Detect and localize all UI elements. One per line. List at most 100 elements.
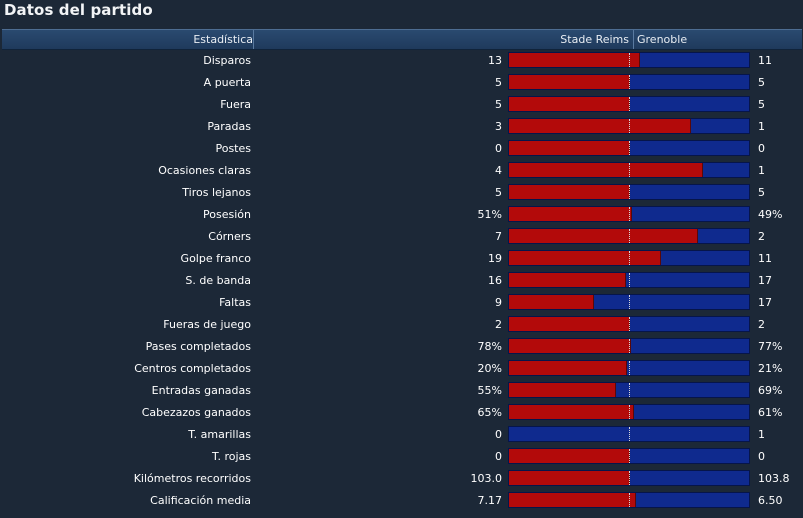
home-value: 20% xyxy=(477,362,502,375)
stat-row: Entradas ganadas 55% 69% xyxy=(0,380,803,402)
away-value: 21% xyxy=(758,362,783,375)
home-share-fill xyxy=(509,119,691,133)
home-value: 9 xyxy=(495,296,502,309)
home-share-fill xyxy=(509,361,627,375)
away-value: 5 xyxy=(758,98,765,111)
bar-midline xyxy=(629,141,630,155)
stat-label: Fueras de juego xyxy=(163,318,251,331)
comparison-bar xyxy=(508,272,750,288)
bar-midline xyxy=(629,185,630,199)
comparison-bar xyxy=(508,338,750,354)
bar-midline xyxy=(629,295,630,309)
stat-row: Cabezazos ganados 65% 61% xyxy=(0,402,803,424)
bar-midline xyxy=(629,97,630,111)
stat-row: Faltas 9 17 xyxy=(0,292,803,314)
away-value: 6.50 xyxy=(758,494,783,507)
comparison-bar xyxy=(508,360,750,376)
stat-label: Tiros lejanos xyxy=(182,186,251,199)
home-value: 78% xyxy=(477,340,502,353)
away-value: 49% xyxy=(758,208,783,221)
home-value: 5 xyxy=(495,76,502,89)
comparison-bar xyxy=(508,470,750,486)
comparison-bar xyxy=(508,448,750,464)
comparison-bar xyxy=(508,316,750,332)
bar-midline xyxy=(629,361,630,375)
bar-midline xyxy=(629,449,630,463)
comparison-bar xyxy=(508,250,750,266)
comparison-bar xyxy=(508,162,750,178)
home-value: 2 xyxy=(495,318,502,331)
header-away-team[interactable]: Grenoble xyxy=(633,30,797,49)
home-value: 51% xyxy=(477,208,502,221)
away-value: 2 xyxy=(758,230,765,243)
home-share-fill xyxy=(509,317,630,331)
home-value: 103.0 xyxy=(470,472,503,485)
away-value: 0 xyxy=(758,450,765,463)
away-value: 69% xyxy=(758,384,783,397)
bar-midline xyxy=(629,119,630,133)
bar-midline xyxy=(629,251,630,265)
stat-label: Faltas xyxy=(219,296,251,309)
stat-label: Pases completados xyxy=(145,340,251,353)
away-value: 1 xyxy=(758,120,765,133)
home-value: 13 xyxy=(488,54,502,67)
stat-row: Kilómetros recorridos 103.0 103.8 xyxy=(0,468,803,490)
bar-midline xyxy=(629,471,630,485)
home-value: 65% xyxy=(477,406,502,419)
home-share-fill xyxy=(509,141,630,155)
stat-label: Posesión xyxy=(203,208,251,221)
away-value: 2 xyxy=(758,318,765,331)
home-share-fill xyxy=(509,97,630,111)
home-share-fill xyxy=(509,53,640,67)
bar-midline xyxy=(629,427,630,441)
stats-header: Estadística Stade Reims Grenoble xyxy=(2,29,802,50)
stat-row: Ocasiones claras 4 1 xyxy=(0,160,803,182)
comparison-bar xyxy=(508,140,750,156)
stat-label: Cabezazos ganados xyxy=(141,406,251,419)
home-value: 7.17 xyxy=(477,494,503,507)
stat-label: A puerta xyxy=(203,76,251,89)
stat-label: Fuera xyxy=(220,98,251,111)
stat-row: Posesión 51% 49% xyxy=(0,204,803,226)
home-value: 4 xyxy=(495,164,502,177)
home-value: 5 xyxy=(495,186,502,199)
comparison-bar xyxy=(508,426,750,442)
header-stat-column[interactable]: Estadística xyxy=(2,30,254,49)
header-home-team[interactable]: Stade Reims xyxy=(560,33,629,46)
bar-midline xyxy=(629,75,630,89)
bar-midline xyxy=(629,273,630,287)
bar-midline xyxy=(629,493,630,507)
home-share-fill xyxy=(509,405,634,419)
home-value: 0 xyxy=(495,450,502,463)
away-value: 61% xyxy=(758,406,783,419)
away-value: 1 xyxy=(758,428,765,441)
home-share-fill xyxy=(509,163,703,177)
home-value: 0 xyxy=(495,428,502,441)
away-value: 5 xyxy=(758,76,765,89)
home-value: 5 xyxy=(495,98,502,111)
stat-label: Golpe franco xyxy=(180,252,251,265)
home-value: 0 xyxy=(495,142,502,155)
stat-row: Pases completados 78% 77% xyxy=(0,336,803,358)
stat-label: T. amarillas xyxy=(188,428,251,441)
away-value: 11 xyxy=(758,252,772,265)
home-value: 16 xyxy=(488,274,502,287)
stat-row: Calificación media 7.17 6.50 xyxy=(0,490,803,512)
home-share-fill xyxy=(509,493,636,507)
bar-midline xyxy=(629,229,630,243)
away-value: 5 xyxy=(758,186,765,199)
stat-row: T. rojas 0 0 xyxy=(0,446,803,468)
bar-midline xyxy=(629,317,630,331)
stat-label: Ocasiones claras xyxy=(158,164,251,177)
comparison-bar xyxy=(508,118,750,134)
stat-row: Fueras de juego 2 2 xyxy=(0,314,803,336)
away-value: 17 xyxy=(758,274,772,287)
stat-row: Tiros lejanos 5 5 xyxy=(0,182,803,204)
stat-row: Disparos 13 11 xyxy=(0,50,803,72)
stat-row: Golpe franco 19 11 xyxy=(0,248,803,270)
panel-title: Datos del partido xyxy=(4,1,153,19)
stat-row: Fuera 5 5 xyxy=(0,94,803,116)
home-share-fill xyxy=(509,207,632,221)
home-share-fill xyxy=(509,383,616,397)
home-share-fill xyxy=(509,185,630,199)
